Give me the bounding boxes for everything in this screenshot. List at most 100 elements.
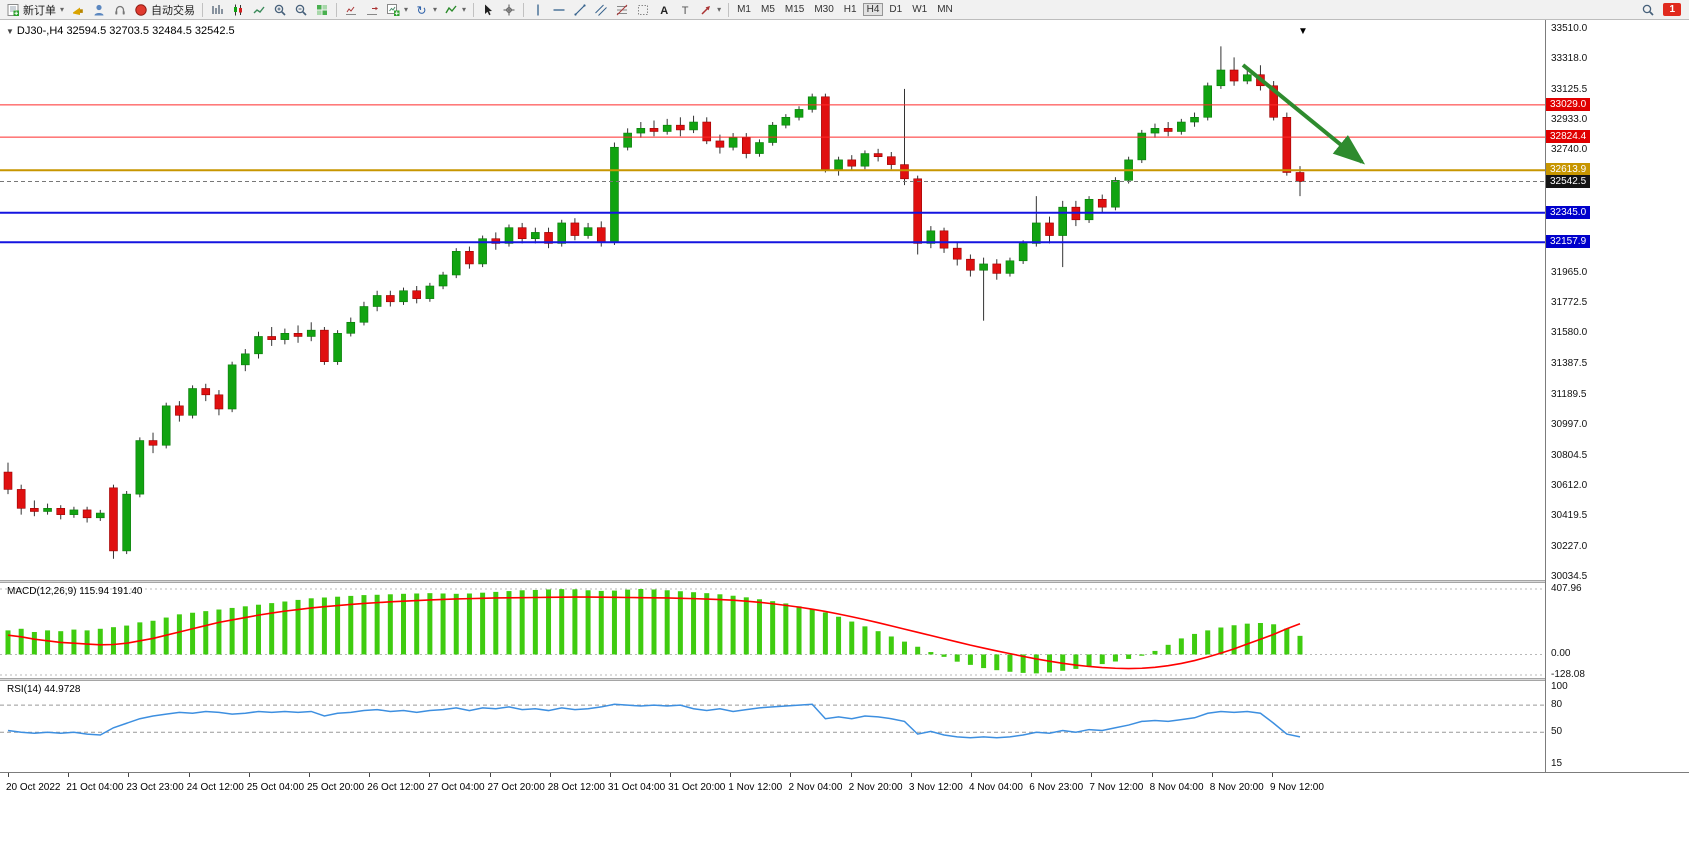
chevron-down-icon: ▼ <box>6 27 14 36</box>
time-tick <box>128 773 130 777</box>
time-axis[interactable]: 20 Oct 2022 21 Oct 04:00 23 Oct 23:00 24 Oc… <box>0 772 1689 802</box>
shapes-icon <box>638 4 649 15</box>
timeframe-button-d1[interactable]: D1 <box>889 4 903 15</box>
macd-panel[interactable] <box>0 583 1545 678</box>
rsi-axis-label: 15 <box>1551 758 1563 769</box>
macd-indicator-label: MACD(12,26,9) 115.94 191.40 <box>7 586 143 597</box>
tile-windows-icon <box>317 4 328 15</box>
rsi-panel[interactable] <box>0 681 1545 772</box>
cursor-tool-button[interactable] <box>478 2 498 18</box>
timeframe-button-h4[interactable]: H4 <box>862 3 884 16</box>
time-axis-label: 31 Oct 04:00 <box>607 782 666 793</box>
time-axis-label: 2 Nov 04:00 <box>788 782 843 793</box>
horizontal-line-tool-button[interactable] <box>549 2 569 18</box>
indicators-button[interactable]: ▾ <box>441 2 469 18</box>
time-axis-label: 4 Nov 04:00 <box>969 782 1023 793</box>
channel-icon <box>595 4 607 16</box>
new-chart-button[interactable]: ▾ <box>383 2 411 18</box>
time-tick <box>68 773 70 777</box>
symbol-ohlc-text: DJ30-,H4 32594.5 32703.5 32484.5 32542.5 <box>16 25 235 37</box>
zoom-out-button[interactable] <box>291 2 311 18</box>
macd-axis-label: 0.00 <box>1551 648 1571 660</box>
price-axis[interactable]: 33510.0 33318.0 33125.5 32933.0 32740.0 31965… <box>1545 20 1689 772</box>
timeframe-button-h1[interactable]: H1 <box>843 4 857 15</box>
chart-shift-button[interactable] <box>341 2 361 18</box>
time-axis-label: 8 Nov 04:00 <box>1149 782 1204 793</box>
profile-button[interactable] <box>89 2 109 18</box>
price-axis-label: 31580.0 <box>1551 327 1588 339</box>
shapes-tool-button[interactable] <box>633 2 653 18</box>
auto-scroll-button[interactable] <box>362 2 382 18</box>
auto-trading-button[interactable]: 自动交易 <box>131 1 198 19</box>
timeframe-button-m30[interactable]: M30 <box>814 4 834 15</box>
panel-splitter[interactable] <box>0 678 1689 681</box>
trendline-tool-button[interactable] <box>570 2 590 18</box>
svg-text:▼: ▼ <box>1298 26 1308 37</box>
price-level-badge: 32345.0 <box>1546 205 1591 219</box>
tile-windows-button[interactable] <box>312 2 332 18</box>
search-icon[interactable] <box>1641 3 1655 17</box>
timeframe-button-m5[interactable]: M5 <box>760 4 775 15</box>
fibonacci-icon <box>616 4 628 15</box>
chevron-down-icon: ▾ <box>404 5 409 14</box>
chevron-down-icon: ▾ <box>462 5 467 14</box>
time-axis-label: 26 Oct 12:00 <box>367 782 425 793</box>
chevron-down-icon: ▾ <box>60 5 65 14</box>
time-axis-label: 2 Nov 20:00 <box>848 782 903 793</box>
crosshair-tool-button[interactable] <box>499 2 519 18</box>
chart-symbol-header: ▼ DJ30-,H4 32594.5 32703.5 32484.5 32542.… <box>6 25 235 37</box>
chevron-down-icon: ▾ <box>717 5 722 14</box>
new-order-button[interactable]: 新订单 ▾ <box>3 1 67 19</box>
fibonacci-tool-button[interactable] <box>612 2 632 18</box>
price-axis-label: 32933.0 <box>1551 113 1588 125</box>
vertical-line-icon <box>537 4 539 15</box>
price-axis-label: 30227.0 <box>1551 540 1588 552</box>
toolbar: 新订单 ▾ 自动交易 <box>0 0 1689 20</box>
timeframe-button-w1[interactable]: W1 <box>912 4 928 15</box>
bar-chart-icon <box>212 4 223 14</box>
time-axis-label: 1 Nov 12:00 <box>728 782 783 793</box>
time-tick <box>1151 773 1153 777</box>
price-chart-panel[interactable]: ▼ <box>0 20 1545 580</box>
time-axis-label: 9 Nov 12:00 <box>1270 782 1324 793</box>
arrows-tool-button[interactable]: ▾ <box>696 2 724 18</box>
candlestick-chart-button[interactable] <box>228 2 248 18</box>
notification-badge[interactable]: 1 <box>1663 3 1681 16</box>
alerts-button[interactable] <box>68 2 88 18</box>
cursor-icon <box>485 4 493 15</box>
price-level-badge: 32824.4 <box>1546 130 1591 144</box>
profiles-cycle-button[interactable]: ↻ ▾ <box>412 2 440 18</box>
label-tool-button[interactable]: T <box>675 2 695 18</box>
rsi-axis-label: 50 <box>1551 726 1563 738</box>
time-tick <box>910 773 912 777</box>
timeframe-button-m15[interactable]: M15 <box>784 4 805 15</box>
price-axis-label: 30034.5 <box>1551 571 1588 582</box>
text-label-icon: T <box>682 5 689 17</box>
line-chart-button[interactable] <box>249 2 269 18</box>
zoom-in-button[interactable] <box>270 2 290 18</box>
time-axis-label: 3 Nov 12:00 <box>908 782 963 793</box>
time-axis-label: 21 Oct 04:00 <box>66 782 124 793</box>
timeframe-button-m1[interactable]: M1 <box>737 4 751 15</box>
separator <box>523 2 525 17</box>
time-tick <box>971 773 973 777</box>
auto-trading-label: 自动交易 <box>151 4 196 17</box>
price-axis-label: 30612.0 <box>1551 479 1588 491</box>
price-axis-label: 30804.5 <box>1551 449 1588 461</box>
candlestick-icon <box>234 4 243 15</box>
price-axis-label: 31772.5 <box>1551 296 1588 308</box>
channel-tool-button[interactable] <box>591 2 611 18</box>
timeframe-group: M1 M5 M15 M30 H1 H4 D1 W1 MN <box>733 3 957 16</box>
panel-splitter[interactable] <box>0 580 1689 583</box>
indicator-list-icon <box>445 5 457 13</box>
vertical-line-tool-button[interactable] <box>528 2 548 18</box>
timeframe-button-mn[interactable]: MN <box>937 4 953 15</box>
bar-chart-button[interactable] <box>207 2 227 18</box>
price-level-badge: 32613.9 <box>1546 163 1591 177</box>
text-tool-button[interactable]: A <box>654 2 674 18</box>
price-axis-label: 31387.5 <box>1551 357 1588 369</box>
time-axis-label: 25 Oct 04:00 <box>246 782 305 793</box>
time-tick <box>429 773 431 777</box>
time-tick <box>1211 773 1213 777</box>
support-button[interactable] <box>110 2 130 18</box>
